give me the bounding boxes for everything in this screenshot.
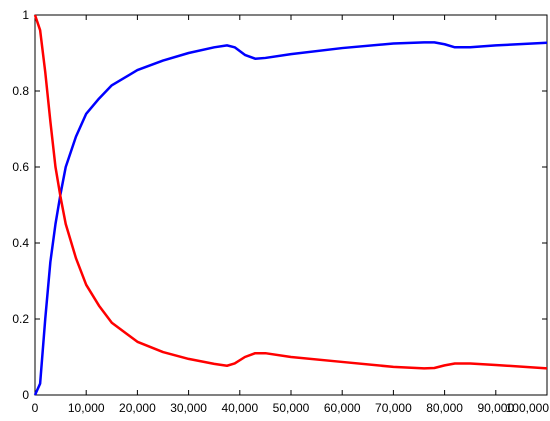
x-tick-label: 20,000 [119, 401, 156, 415]
x-tick-label: 70,000 [375, 401, 412, 415]
line-series [33, 14, 548, 370]
y-tick-label: 0 [22, 388, 29, 402]
x-tick-label: 40,000 [221, 401, 258, 415]
x-tick-label: 60,000 [324, 401, 361, 415]
line-series [33, 41, 548, 396]
x-tick-label: 30,000 [170, 401, 207, 415]
x-tick-label: 80,000 [426, 401, 463, 415]
x-tick-label: 10,000 [68, 401, 105, 415]
y-tick-label: 0.2 [12, 312, 29, 326]
y-tick-label: 0.8 [12, 84, 29, 98]
y-tick-label: 0.6 [12, 160, 29, 174]
x-tick-label: 50,000 [273, 401, 310, 415]
y-tick-label: 0.4 [12, 236, 29, 250]
x-tick-label: 100,000 [506, 401, 550, 415]
y-tick-label: 1 [22, 8, 29, 22]
x-tick-label: 90,000 [477, 401, 514, 415]
plot-frame [34, 14, 548, 396]
x-tick-label: 0 [32, 401, 39, 415]
